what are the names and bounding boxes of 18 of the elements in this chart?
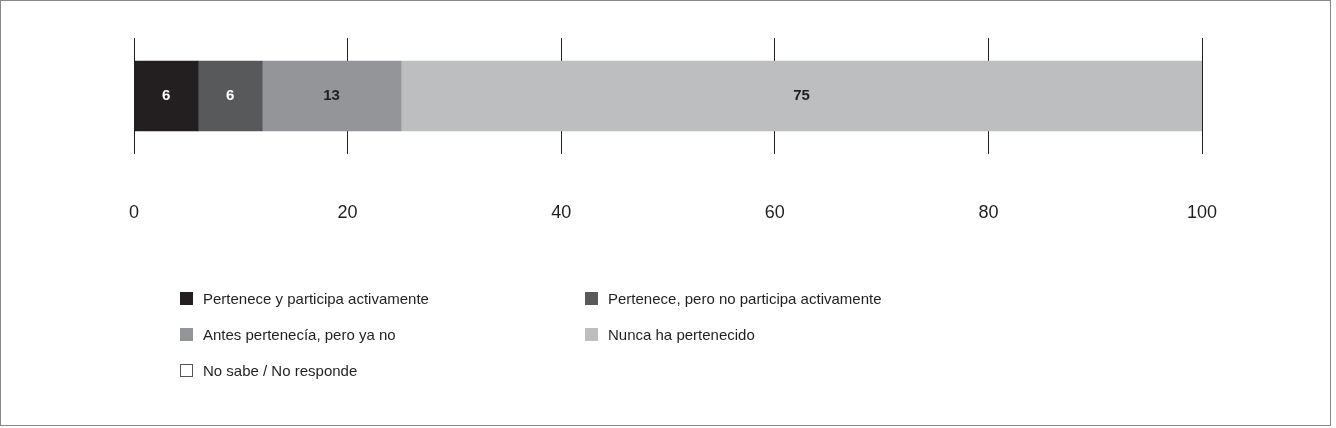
bar bbox=[261, 60, 402, 132]
legend-label: Pertenece y participa activamente bbox=[203, 290, 429, 307]
legend-label: Antes pertenecía, pero ya no bbox=[203, 326, 396, 343]
legend-label: No sabe / No responde bbox=[203, 362, 358, 379]
x-tick-label: 0 bbox=[128, 201, 140, 222]
legend-label: Nunca ha pertenecido bbox=[608, 326, 755, 343]
x-tick-label: 40 bbox=[551, 201, 572, 222]
x-tick-label: 60 bbox=[764, 201, 785, 222]
data-label: 6 bbox=[225, 86, 235, 104]
data-label: 6 bbox=[162, 86, 171, 104]
bar bbox=[400, 60, 1202, 132]
data-label: 13 bbox=[323, 86, 340, 104]
data-label: 75 bbox=[793, 86, 810, 104]
x-tick-label: 80 bbox=[978, 201, 999, 222]
x-tick-label: 100 bbox=[1186, 201, 1218, 222]
legend-label: Pertenece, pero no participa activamente bbox=[608, 290, 882, 307]
x-tick-label: 20 bbox=[337, 201, 358, 222]
bar bbox=[197, 60, 263, 132]
